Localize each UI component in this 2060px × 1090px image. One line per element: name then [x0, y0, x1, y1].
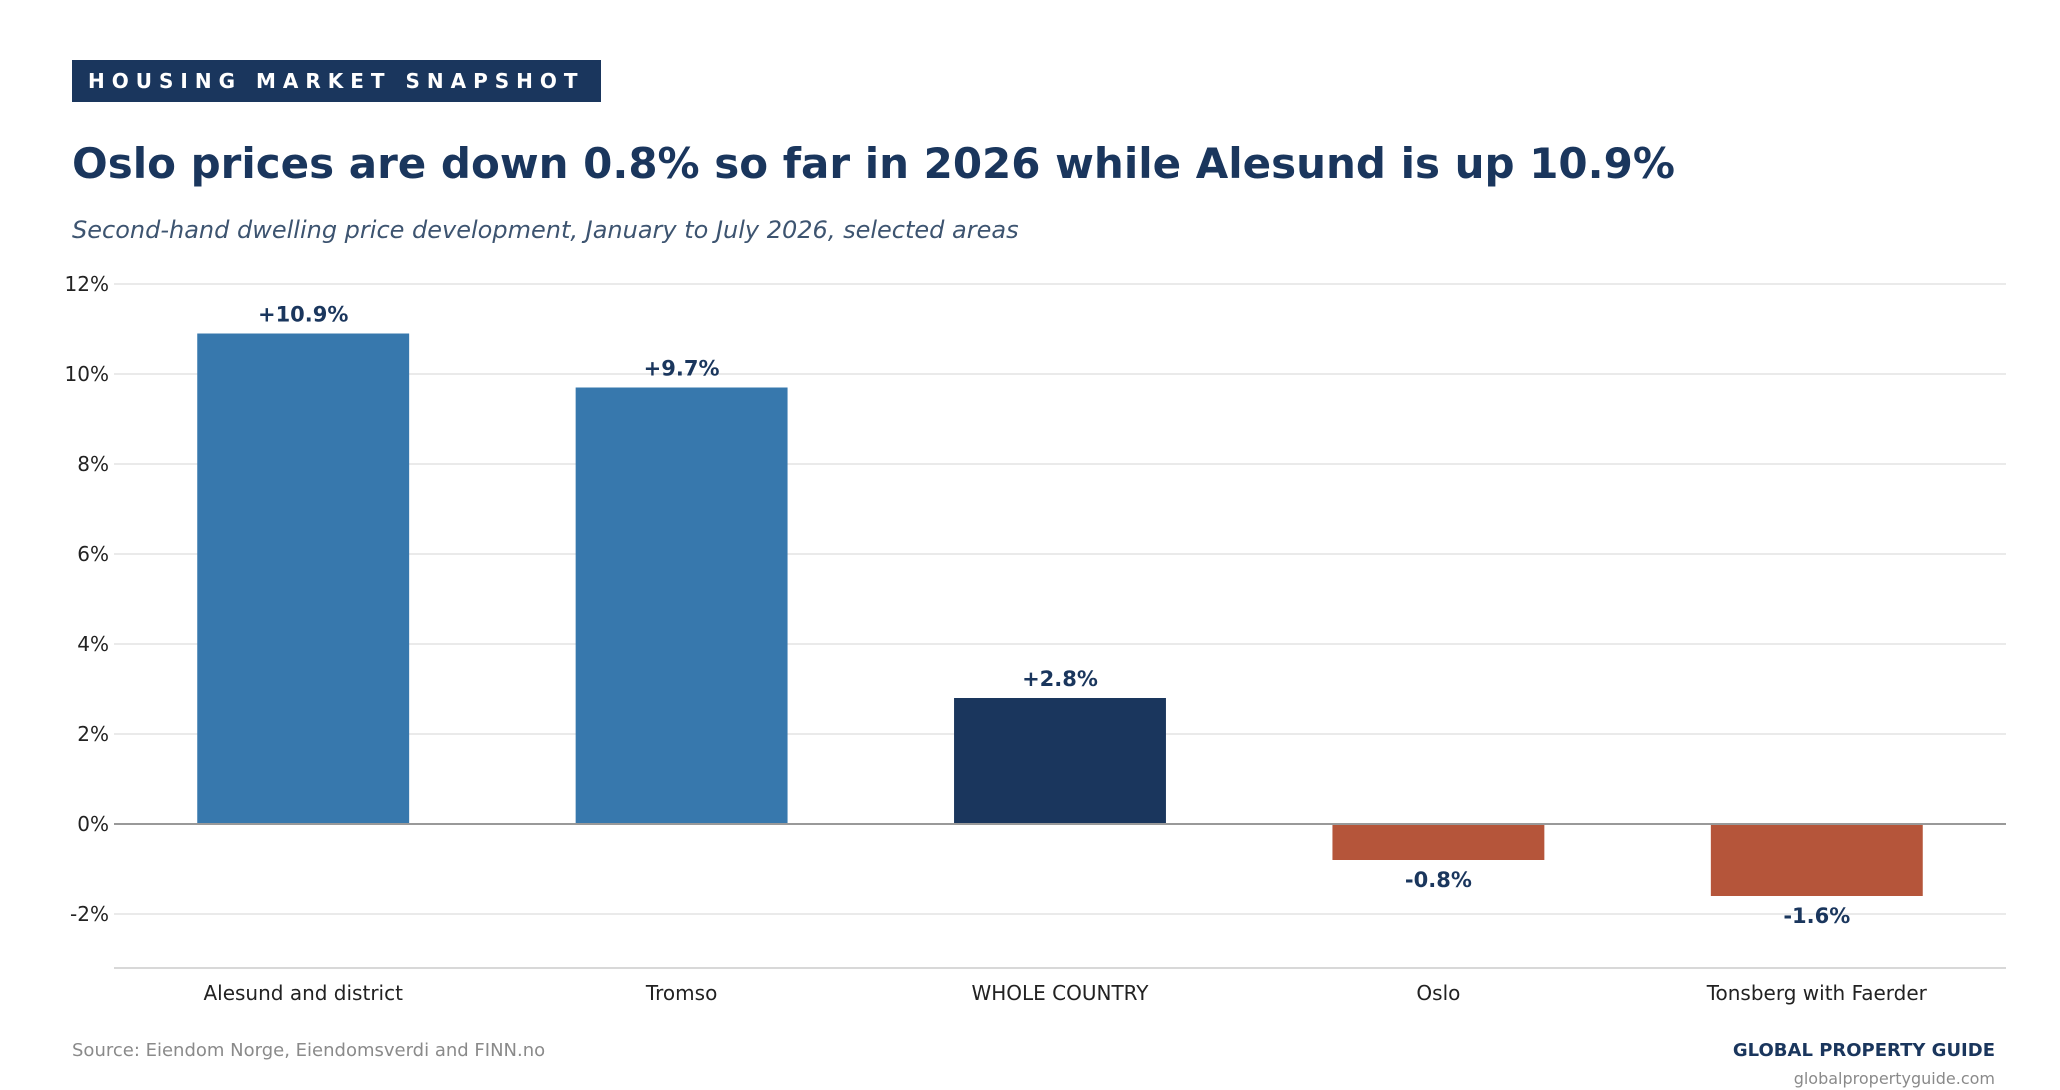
y-tick-label: 6% — [77, 542, 109, 566]
x-tick-label: Oslo — [1416, 981, 1460, 1005]
data-label: +2.8% — [1022, 667, 1098, 691]
bar-chart: -2% 0% 2% 4% 6% 8% 10% 12% +10.9% +9.7% +2.8% -0.8… — [65, 272, 2006, 1005]
brand-name: GLOBAL PROPERTY GUIDE — [1732, 1040, 1995, 1061]
axes — [114, 823, 2006, 969]
data-label: +10.9% — [258, 303, 348, 327]
y-axis-ticks: -2% 0% 2% 4% 6% 8% 10% 12% — [65, 272, 109, 926]
y-tick-label: 0% — [77, 812, 109, 836]
y-tick-label: 12% — [65, 272, 109, 296]
bar — [1710, 824, 1923, 896]
y-tick-label: 2% — [77, 722, 109, 746]
chart-title: Oslo prices are down 0.8% so far in 2026… — [72, 139, 1675, 188]
x-tick-label: Tonsberg with Faerder — [1706, 981, 1928, 1005]
y-tick-label: 10% — [65, 362, 109, 386]
data-labels: +10.9% +9.7% +2.8% -0.8% -1.6% — [258, 303, 1850, 929]
bar — [1332, 824, 1545, 860]
brand-url: globalpropertyguide.com — [1793, 1069, 1995, 1088]
bar — [197, 333, 410, 824]
y-tick-label: -2% — [70, 902, 109, 926]
bar — [954, 698, 1166, 824]
x-tick-label: Tromso — [645, 981, 717, 1005]
data-label: -1.6% — [1783, 904, 1850, 928]
bars — [197, 333, 1923, 896]
section-kicker: HOUSING MARKET SNAPSHOT — [72, 60, 601, 102]
bar — [575, 387, 788, 824]
x-axis-ticks: Alesund and district Tromso WHOLE COUNTRY O… — [203, 981, 1927, 1005]
x-tick-label: WHOLE COUNTRY — [971, 981, 1149, 1005]
data-label: -0.8% — [1405, 868, 1472, 892]
x-tick-label: Alesund and district — [203, 981, 403, 1005]
data-label: +9.7% — [644, 357, 720, 381]
y-tick-label: 4% — [77, 632, 109, 656]
chart-subtitle: Second-hand dwelling price development, … — [72, 216, 1019, 244]
source-note: Source: Eiendom Norge, Eiendomsverdi and… — [72, 1040, 546, 1061]
y-tick-label: 8% — [77, 452, 109, 476]
